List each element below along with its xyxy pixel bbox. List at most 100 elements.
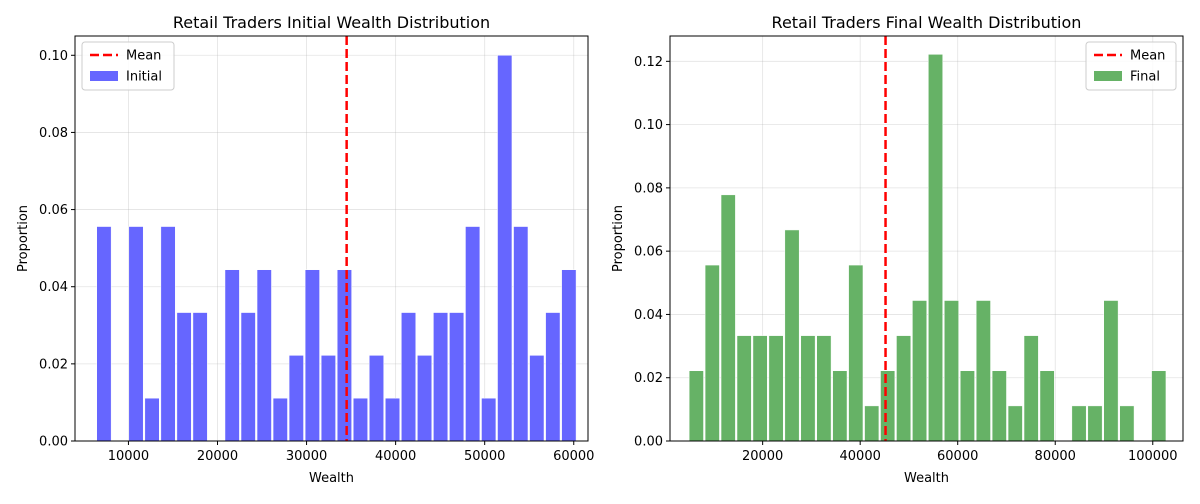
bar bbox=[465, 226, 481, 442]
bar bbox=[240, 312, 256, 442]
chart-title: Retail Traders Final Wealth Distribution bbox=[772, 13, 1082, 32]
bar bbox=[912, 300, 928, 442]
bar bbox=[752, 335, 768, 442]
bar bbox=[288, 355, 304, 442]
bar bbox=[385, 397, 400, 442]
y-axis-label: Proportion bbox=[611, 205, 626, 272]
bars bbox=[688, 54, 1167, 442]
bar bbox=[417, 355, 433, 442]
bar bbox=[1007, 405, 1023, 442]
bar bbox=[1119, 405, 1135, 442]
bar bbox=[704, 264, 720, 442]
y-tick-label: 0.12 bbox=[634, 55, 663, 70]
bar bbox=[320, 355, 336, 442]
legend-label: Initial bbox=[126, 70, 162, 85]
x-tick-label: 20000 bbox=[742, 449, 783, 464]
bar bbox=[497, 55, 513, 442]
x-tick-label: 50000 bbox=[464, 449, 505, 464]
bar bbox=[449, 312, 465, 442]
x-axis-label: Wealth bbox=[904, 471, 949, 486]
bar bbox=[192, 312, 208, 442]
y-tick-label: 0.02 bbox=[39, 357, 68, 372]
x-tick-label: 20000 bbox=[197, 449, 238, 464]
bar bbox=[160, 226, 176, 442]
bar bbox=[176, 312, 192, 442]
bar bbox=[1071, 405, 1087, 442]
x-axis-label: Wealth bbox=[309, 471, 354, 486]
bar bbox=[800, 335, 816, 442]
bar bbox=[481, 397, 497, 442]
bar bbox=[529, 355, 545, 442]
bar bbox=[144, 397, 160, 442]
bar bbox=[513, 226, 529, 442]
bar bbox=[848, 264, 864, 442]
bar bbox=[336, 269, 352, 442]
bar bbox=[880, 370, 896, 442]
bar bbox=[928, 54, 943, 442]
bar bbox=[561, 269, 577, 442]
bar bbox=[401, 312, 417, 442]
y-tick-label: 0.06 bbox=[634, 245, 663, 260]
x-tick-label: 100000 bbox=[1128, 449, 1178, 464]
y-tick-label: 0.10 bbox=[634, 118, 663, 133]
bar bbox=[1087, 405, 1103, 442]
x-tick-label: 30000 bbox=[286, 449, 327, 464]
axes-frame bbox=[669, 35, 1184, 442]
chart-title: Retail Traders Initial Wealth Distributi… bbox=[173, 13, 490, 32]
y-tick-label: 0.08 bbox=[634, 181, 663, 196]
legend-label: Mean bbox=[126, 49, 161, 64]
bar bbox=[304, 269, 320, 442]
x-tick-label: 40000 bbox=[375, 449, 416, 464]
axes-frame bbox=[74, 35, 589, 442]
y-tick-label: 0.00 bbox=[39, 435, 68, 450]
chart-panel-2: 20000 40000 60000 80000 100000 0.00 0.02 0.04 0.… bbox=[611, 13, 1184, 486]
bar bbox=[864, 405, 880, 442]
x-tick-label: 10000 bbox=[108, 449, 149, 464]
bar bbox=[128, 226, 144, 442]
y-tick-label: 0.00 bbox=[634, 435, 663, 450]
bar bbox=[784, 229, 800, 442]
bar bbox=[224, 269, 240, 442]
chart-panel-1: 10000 20000 30000 40000 50000 60000 0.00 0.02 0.… bbox=[16, 13, 594, 486]
y-tick-label: 0.04 bbox=[634, 308, 663, 323]
y-tick-label: 0.04 bbox=[39, 280, 68, 295]
bar bbox=[96, 226, 112, 442]
legend-swatch-patch bbox=[90, 71, 118, 81]
bar bbox=[1023, 335, 1039, 442]
y-axis-label: Proportion bbox=[16, 205, 31, 272]
bar bbox=[545, 312, 561, 442]
bar bbox=[369, 355, 384, 442]
bar bbox=[991, 370, 1007, 442]
bar bbox=[688, 370, 704, 442]
legend: Mean Final bbox=[1085, 41, 1177, 91]
x-tick-label: 60000 bbox=[553, 449, 594, 464]
bar bbox=[433, 312, 449, 442]
y-tick-label: 0.06 bbox=[39, 203, 68, 218]
bar bbox=[736, 335, 752, 442]
bar bbox=[896, 335, 912, 442]
x-tick-label: 40000 bbox=[840, 449, 881, 464]
bar bbox=[959, 370, 975, 442]
bar bbox=[1151, 370, 1167, 442]
legend-label: Mean bbox=[1130, 49, 1165, 64]
bar bbox=[975, 300, 991, 442]
bar bbox=[1103, 300, 1119, 442]
bars bbox=[96, 55, 577, 442]
bar bbox=[944, 300, 959, 442]
legend-label: Final bbox=[1130, 70, 1160, 85]
bar bbox=[352, 397, 368, 442]
bar bbox=[768, 335, 784, 442]
bar bbox=[256, 269, 272, 442]
y-tick-label: 0.02 bbox=[634, 371, 663, 386]
y-tick-label: 0.08 bbox=[39, 126, 68, 141]
bar bbox=[832, 370, 848, 442]
bar bbox=[720, 194, 736, 442]
x-tick-label: 80000 bbox=[1035, 449, 1076, 464]
x-tick-label: 60000 bbox=[937, 449, 978, 464]
y-tick-label: 0.10 bbox=[39, 49, 68, 64]
legend-swatch-patch bbox=[1094, 71, 1122, 81]
bar bbox=[272, 397, 288, 442]
legend: Mean Initial bbox=[81, 41, 175, 91]
